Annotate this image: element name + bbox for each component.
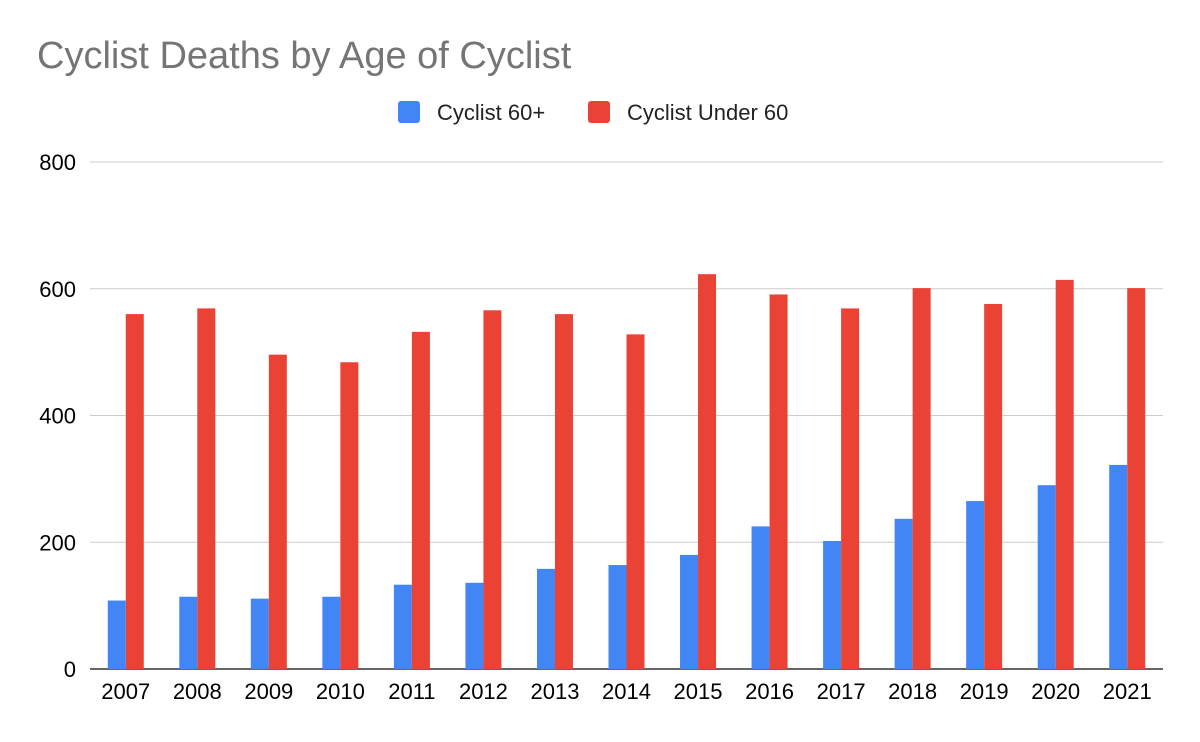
bars xyxy=(107,274,1146,669)
bar-cyclist-60-plus xyxy=(680,554,699,669)
bar-cyclist-60-plus xyxy=(823,540,842,669)
bar-cyclist-60-plus xyxy=(1037,485,1056,669)
bar-cyclist-under-60 xyxy=(769,294,788,669)
x-tick-label: 2019 xyxy=(960,679,1009,704)
legend-swatch xyxy=(588,101,610,123)
x-tick-label: 2009 xyxy=(244,679,293,704)
y-axis-ticks: 0 200 400 600 800 xyxy=(39,150,76,682)
bar-cyclist-under-60 xyxy=(912,288,931,669)
bar-cyclist-under-60 xyxy=(268,354,287,669)
bar-cyclist-under-60 xyxy=(1127,288,1146,669)
x-tick-label: 2012 xyxy=(459,679,508,704)
y-tick-label: 600 xyxy=(39,277,76,302)
bar-cyclist-under-60 xyxy=(125,314,144,669)
x-tick-label: 2007 xyxy=(101,679,150,704)
bar-cyclist-under-60 xyxy=(1055,279,1074,669)
bar-cyclist-under-60 xyxy=(698,274,717,669)
bar-cyclist-under-60 xyxy=(483,310,502,669)
y-tick-label: 0 xyxy=(64,657,76,682)
x-tick-label: 2018 xyxy=(888,679,937,704)
x-tick-label: 2016 xyxy=(745,679,794,704)
bar-cyclist-under-60 xyxy=(197,308,216,669)
chart-legend: Cyclist 60+ Cyclist Under 60 xyxy=(398,100,788,125)
bar-cyclist-60-plus xyxy=(107,600,126,669)
bar-cyclist-under-60 xyxy=(626,334,645,669)
y-tick-label: 200 xyxy=(39,530,76,555)
bar-cyclist-under-60 xyxy=(554,314,573,669)
bar-cyclist-60-plus xyxy=(465,582,484,669)
bar-cyclist-60-plus xyxy=(894,518,913,669)
x-tick-label: 2015 xyxy=(674,679,723,704)
x-tick-label: 2021 xyxy=(1103,679,1152,704)
x-tick-label: 2010 xyxy=(316,679,365,704)
x-tick-label: 2008 xyxy=(173,679,222,704)
bar-cyclist-under-60 xyxy=(340,362,359,669)
bar-cyclist-under-60 xyxy=(984,303,1003,669)
x-tick-label: 2017 xyxy=(817,679,866,704)
legend-label: Cyclist Under 60 xyxy=(627,100,788,125)
bar-cyclist-60-plus xyxy=(393,584,412,669)
x-tick-label: 2011 xyxy=(388,679,435,704)
y-tick-label: 400 xyxy=(39,404,76,429)
bar-cyclist-60-plus xyxy=(536,568,555,669)
y-tick-label: 800 xyxy=(39,150,76,175)
bar-cyclist-60-plus xyxy=(751,526,770,669)
bar-cyclist-60-plus xyxy=(179,596,198,669)
bar-cyclist-under-60 xyxy=(841,308,860,669)
chart-title: Cyclist Deaths by Age of Cyclist xyxy=(37,35,572,77)
bar-cyclist-under-60 xyxy=(411,331,430,669)
bar-cyclist-60-plus xyxy=(966,501,985,669)
bar-cyclist-60-plus xyxy=(608,565,627,669)
x-tick-label: 2013 xyxy=(530,679,579,704)
x-axis-ticks: 2007 2008 2009 2010 2011 2012 2013 2014 2015 2016… xyxy=(101,679,1151,704)
x-tick-label: 2020 xyxy=(1031,679,1080,704)
legend-label: Cyclist 60+ xyxy=(437,100,545,125)
bar-cyclist-60-plus xyxy=(322,596,341,669)
x-tick-label: 2014 xyxy=(602,679,651,704)
legend-swatch xyxy=(398,101,420,123)
bar-cyclist-60-plus xyxy=(1109,464,1128,669)
bar-cyclist-60-plus xyxy=(250,598,269,669)
